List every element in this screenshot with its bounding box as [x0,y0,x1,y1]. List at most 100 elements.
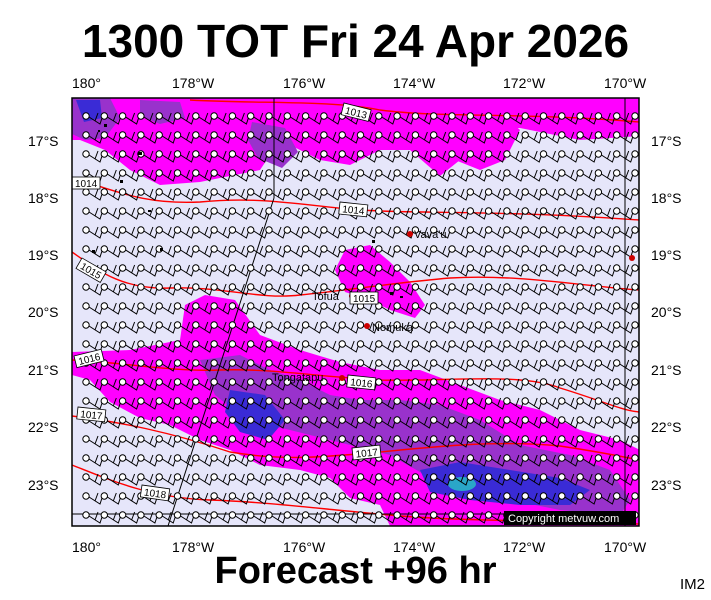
wind-barb-station [521,188,529,196]
wind-barb-station [375,245,383,253]
tofua-label: Tofua [312,291,340,303]
wind-barb-station [466,473,474,481]
wind-barb-station [173,169,182,177]
wind-barb-station [247,302,255,310]
wind-barb-station [594,359,603,367]
wind-barb-station [247,188,255,196]
wind-barb-station [155,188,163,196]
wind-barb-station [192,340,200,348]
wind-barb-station [210,378,218,386]
wind-barb-station [521,131,529,139]
wind-barb-station [155,454,163,462]
wind-barb-station [521,150,529,158]
wind-barb-station [631,264,639,272]
wind-barb-station [411,340,420,348]
wind-barb-station [558,435,566,443]
wind-barb-station [173,131,182,139]
wind-barb-station [576,245,584,253]
wind-barb-station [430,492,438,500]
wind-barb-station [283,131,291,139]
wind-barb-station [503,416,511,424]
wind-barb-station [613,340,621,348]
wind-barb-station [448,150,456,158]
wind-barb-station [484,150,493,158]
wind-barb-station [100,188,109,196]
wind-barb-station [192,169,200,177]
wind-barb-station [375,207,383,215]
wind-barb-station [137,359,145,367]
wind-barb-station [613,435,621,443]
wind-barb-station [283,207,291,215]
wind-barb-station [539,492,548,500]
wind-barb-station [521,169,529,177]
wind-barb-station [375,150,383,158]
lon-label-bottom-180: 180° [72,539,101,555]
wind-barb-station [118,112,127,120]
wind-barb-station [247,264,255,272]
wind-barb-station [82,207,90,215]
wind-barb-station [301,131,310,139]
lon-label-bottom-174w: 174°W [393,539,436,555]
wind-barb-station [430,283,438,291]
wind-barb-station [375,169,383,177]
wind-barb-station [82,226,90,234]
wind-barb-station [448,207,456,215]
wind-barb-station [247,511,255,519]
wind-barb-station [192,492,200,500]
wind-barb-station [192,226,200,234]
lat-labels-right: 17°S 18°S 19°S 20°S 21°S 22°S 23°S [651,133,682,493]
wind-barb-station [466,416,474,424]
wind-barb-station [631,169,639,177]
wind-barb-station [338,245,346,253]
wind-barb-station [283,416,291,424]
wind-barb-station [503,188,511,196]
wind-barb-station [320,321,328,329]
wind-barb-station [338,321,346,329]
lat-label-left-22s: 22°S [28,419,59,435]
wind-barb-station [631,245,639,253]
wind-barb-station [301,150,310,158]
wind-barb-station [192,131,200,139]
wind-barb-station [393,264,401,272]
wind-barb-station [247,359,255,367]
wind-barb-station [503,302,511,310]
wind-barb-station [82,283,90,291]
wind-barb-station [155,321,163,329]
wind-barb-station [503,473,511,481]
copyright-text: Copyright metvuw.com [508,513,619,525]
wind-barb-station [576,131,584,139]
wind-barb-station [613,416,621,424]
wind-barb-station [100,226,109,234]
wind-barb-station [503,435,511,443]
wind-barb-shaft [637,173,639,176]
wind-barb-station [521,473,529,481]
wind-barb-station [118,435,127,443]
wind-barb-station [411,492,420,500]
wind-barb-station [613,264,621,272]
wind-barb-station [247,340,255,348]
wind-barb-station [393,226,401,234]
wind-barb-station [539,283,548,291]
wind-barb-station [411,397,420,405]
wind-barb-station [484,416,493,424]
wind-barb-station [613,112,621,120]
lat-label-left-20s: 20°S [28,304,59,320]
wind-barb-station [320,473,328,481]
wind-barb-station [82,169,90,177]
wind-barb-station [484,435,493,443]
wind-barb-station [484,359,493,367]
wind-barb-station [100,112,109,120]
wind-barb-station [576,226,584,234]
wind-barb-station [466,511,474,519]
wind-barb-station [576,359,584,367]
wind-barb-station [82,340,90,348]
wind-barb-station [118,511,127,519]
wind-barb-station [484,378,493,386]
wind-barb-station [613,150,621,158]
wind-barb-station [228,511,237,519]
wind-barb-station [539,416,548,424]
wind-barb-station [247,473,255,481]
wind-barb-station [228,169,237,177]
wind-barb-station [265,150,273,158]
wind-barb-station [613,454,621,462]
